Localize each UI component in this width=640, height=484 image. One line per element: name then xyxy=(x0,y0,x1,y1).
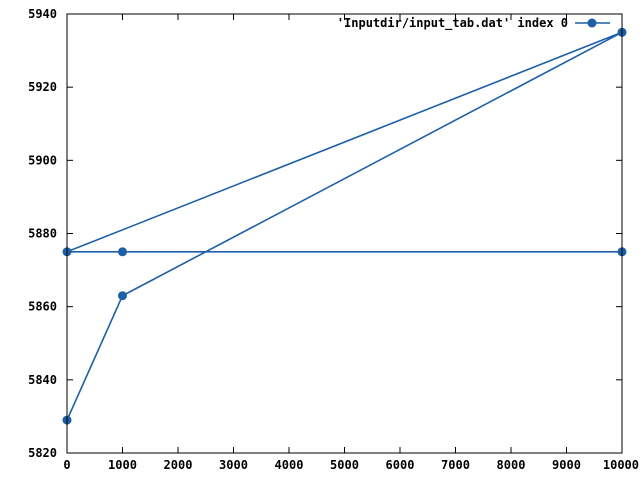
x-tick-label: 2000 xyxy=(164,458,193,472)
y-axis-tick-labels: 5820 5840 5860 5880 5900 5920 5940 xyxy=(28,7,57,460)
x-tick-label: 10000 xyxy=(603,458,639,472)
series-line xyxy=(66,31,623,421)
data-point xyxy=(118,291,127,301)
legend-marker xyxy=(587,18,597,28)
y-tick-label: 5920 xyxy=(28,80,57,94)
data-point xyxy=(118,247,127,257)
legend-label: 'Inputdir/input_tab.dat' index 0 xyxy=(337,16,568,31)
x-tick-label: 9000 xyxy=(552,458,581,472)
x-tick-label: 1000 xyxy=(108,458,137,472)
y-tick-label: 5840 xyxy=(28,373,57,387)
x-tick-label: 5000 xyxy=(330,458,359,472)
y-tick-label: 5820 xyxy=(28,446,57,460)
x-tick-label: 8000 xyxy=(497,458,526,472)
legend: 'Inputdir/input_tab.dat' index 0 xyxy=(337,16,610,31)
x-tick-label: 6000 xyxy=(386,458,415,472)
plot-border xyxy=(66,13,623,454)
series-layer xyxy=(62,27,627,425)
y-tick-label: 5860 xyxy=(28,300,57,314)
x-tick-label: 4000 xyxy=(275,458,304,472)
x-tick-label: 0 xyxy=(63,458,70,472)
y-tick-label: 5900 xyxy=(28,153,57,167)
x-tick-label: 3000 xyxy=(219,458,248,472)
y-tick-label: 5880 xyxy=(28,227,57,241)
x-axis-tick-labels: 0 1000 2000 3000 4000 5000 6000 7000 8000 9000 100… xyxy=(63,458,639,472)
y-tick-label: 5940 xyxy=(28,7,57,21)
x-tick-label: 7000 xyxy=(441,458,470,472)
axis-ticks xyxy=(66,13,623,454)
